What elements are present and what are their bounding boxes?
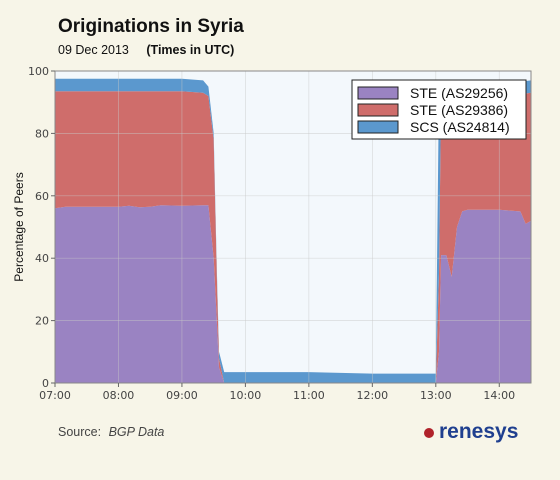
x-tick-label: 11:00 (293, 389, 325, 402)
time-note: (Times in UTC) (146, 43, 235, 57)
chart-title: Originations in Syria (58, 16, 244, 37)
y-axis-label: Percentage of Peers (12, 172, 26, 281)
y-tick-label: 0 (42, 377, 49, 390)
y-tick-label: 20 (35, 315, 49, 328)
source-line: Source: BGP Data (58, 425, 164, 439)
x-tick-label: 09:00 (166, 389, 198, 402)
legend-swatch-2 (357, 103, 399, 117)
series-area-2 (55, 91, 531, 384)
legend-label-2: STE (AS29386) (410, 102, 508, 118)
x-tick-label: 10:00 (230, 389, 262, 402)
y-tick-label: 80 (35, 127, 49, 140)
chart-date: 09 Dec 2013 (58, 43, 129, 57)
brand-dot-icon (424, 428, 434, 438)
legend-swatch-1 (357, 86, 399, 100)
y-tick-label: 100 (28, 65, 49, 78)
plot-border (54, 70, 532, 384)
x-tick-label: 07:00 (39, 389, 71, 402)
brand-name: renesys (439, 420, 519, 443)
brand-logo: renesys (424, 420, 518, 444)
source-label: Source: (58, 425, 102, 439)
x-tick-label: 08:00 (103, 389, 135, 402)
x-tick-label: 12:00 (356, 389, 388, 402)
legend-swatch-3 (357, 120, 399, 134)
x-tick-label: 13:00 (420, 389, 452, 402)
legend-label-1: STE (AS29256) (410, 85, 508, 101)
series-area-1 (55, 205, 531, 383)
y-tick-label: 60 (35, 190, 49, 203)
chart-subtitle: 09 Dec 2013 (Times in UTC) (58, 43, 234, 57)
legend-label-3: SCS (AS24814) (410, 119, 510, 135)
y-tick-label: 40 (35, 252, 49, 265)
x-tick-label: 14:00 (483, 389, 515, 402)
source-value: BGP Data (108, 425, 165, 439)
